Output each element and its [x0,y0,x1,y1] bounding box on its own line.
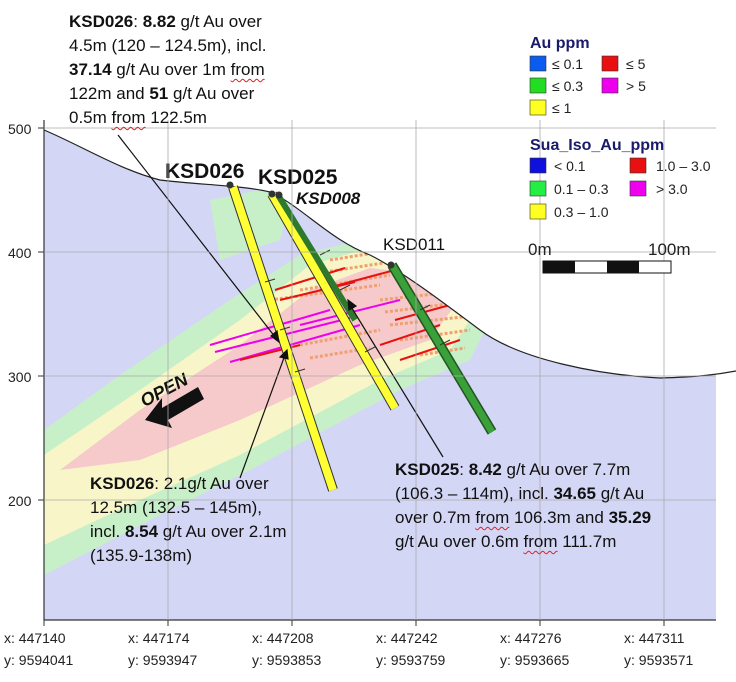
collar-ksd025 [268,190,276,198]
axis-ticks [38,127,665,626]
hole-interval-ticks [264,249,451,373]
annotation-bottom-right: KSD025: 8.42 g/t Au over 7.7m (106.3 – 1… [395,460,652,551]
legend-au-item: ≤ 5 [626,56,646,72]
x-tick-x: x: 447208 [252,630,314,646]
label-ksd025: KSD025 [258,166,338,189]
drillhole-ksd025 [267,191,400,411]
x-tick-y: y: 9593853 [252,652,321,668]
x-tick-y: y: 9593759 [376,652,445,668]
x-tick-x: x: 447140 [4,630,66,646]
x-tick-y: y: 9594041 [4,652,73,668]
collar-ksd026 [226,181,234,189]
x-tick-x: x: 447311 [624,630,685,646]
legend-au-title: Au ppm [530,35,590,52]
drillhole-ksd026 [228,185,338,492]
legend-sua-title: Sua_Iso_Au_ppm [530,137,664,154]
plot-frame [43,120,716,621]
legend-au-ppm: Au ppm ≤ 0.1 ≤ 5 ≤ 0.3 > 5 ≤ 1 [529,35,646,116]
scale-bar: 0m 100m [528,240,691,274]
x-tick-y: y: 9593665 [500,652,569,668]
legend-au-item: ≤ 0.3 [552,78,583,94]
y-tick-label: 200 [8,493,32,509]
legend-sua-iso: Sua_Iso_Au_ppm < 0.1 1.0 – 3.0 0.1 – 0.3… [529,137,711,220]
x-tick-labels: x: 447140 y: 9594041 x: 447174 y: 959394… [4,630,693,668]
y-tick-label: 500 [8,121,32,137]
gridlines [44,120,716,620]
x-tick-x: x: 447276 [500,630,562,646]
legend-au-item: > 5 [626,78,646,94]
y-tick-label: 300 [8,369,32,385]
scale-end-label: 100m [648,240,691,259]
legend-sua-item: < 0.1 [554,158,586,174]
scale-start-label: 0m [528,240,552,259]
y-tick-label: 400 [8,245,32,261]
x-tick-x: x: 447242 [376,630,438,646]
x-tick-y: y: 9593947 [128,652,197,668]
collar-ksd011 [387,261,395,269]
label-ksd026: KSD026 [165,160,244,183]
drillhole-ksd011 [387,262,497,435]
legend-au-item: ≤ 0.1 [552,56,583,72]
x-tick-y: y: 9593571 [624,652,693,668]
label-ksd008: KSD008 [296,189,361,208]
legend-sua-item: 1.0 – 3.0 [656,158,711,174]
label-ksd011: KSD011 [383,235,445,254]
legend-au-item: ≤ 1 [552,100,572,116]
leader-lines [117,134,444,479]
collar-ksd008 [275,191,283,199]
legend-sua-item: > 3.0 [656,181,688,197]
drillhole-ksd008 [275,193,358,322]
legend-sua-item: 0.3 – 1.0 [554,204,609,220]
legend-sua-item: 0.1 – 0.3 [554,181,609,197]
x-tick-x: x: 447174 [128,630,190,646]
annotation-top: KSD026: 8.82 g/t Au over 4.5m (120 – 124… [69,12,267,127]
annotation-bottom-left: KSD026: 2.1g/t Au over 12.5m (132.5 – 14… [90,474,287,565]
